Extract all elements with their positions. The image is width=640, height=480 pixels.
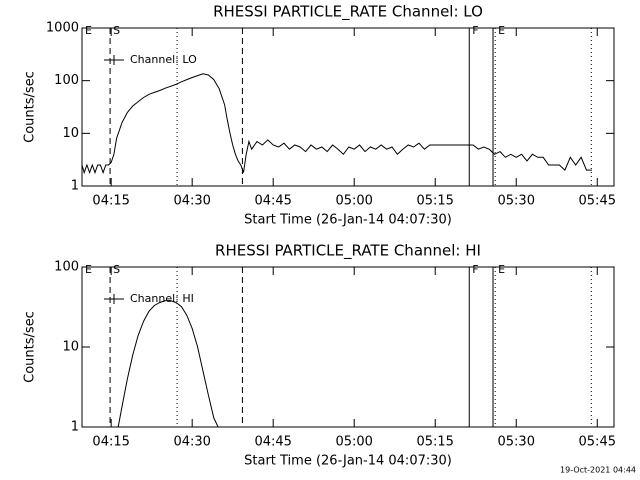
y-tick-label: 10	[62, 340, 79, 355]
y-axis-label: Counts/sec	[23, 71, 38, 143]
marker-label: E	[85, 263, 92, 276]
x-tick-label: 05:30	[498, 435, 535, 450]
x-tick-label: 05:00	[335, 194, 372, 209]
marker-label: S	[113, 24, 120, 37]
marker-label: F	[472, 263, 478, 276]
x-tick-label: 05:45	[579, 435, 616, 450]
y-tick-label: 1	[71, 179, 79, 194]
x-tick-label: 04:45	[254, 435, 291, 450]
plot-frame	[81, 27, 615, 187]
x-tick-label: 05:30	[498, 194, 535, 209]
y-tick-label: 100	[54, 73, 79, 88]
x-tick-label: 04:30	[173, 435, 210, 450]
legend-label: Channel: HI	[130, 292, 194, 305]
marker-label: S	[113, 263, 120, 276]
x-tick-label: 05:15	[416, 194, 453, 209]
marker-label: E	[498, 24, 505, 37]
marker-label: E	[498, 263, 505, 276]
y-tick-label: 10	[62, 126, 79, 141]
x-tick-label: 04:15	[92, 435, 129, 450]
marker-label: E	[85, 24, 92, 37]
x-axis-label: Start Time (26-Jan-14 04:07:30)	[244, 213, 452, 228]
y-tick-label: 1000	[46, 21, 79, 36]
plot-frame	[81, 266, 615, 428]
data-line	[81, 73, 592, 175]
chart-title: RHESSI PARTICLE_RATE Channel: LO	[213, 3, 483, 22]
x-tick-label: 05:00	[335, 435, 372, 450]
marker-label: F	[472, 24, 478, 37]
y-axis-label: Counts/sec	[23, 311, 38, 383]
x-tick-label: 04:15	[92, 194, 129, 209]
x-tick-label: 05:45	[579, 194, 616, 209]
y-tick-label: 100	[54, 260, 79, 275]
chart-title: RHESSI PARTICLE_RATE Channel: HI	[215, 242, 481, 261]
x-tick-label: 04:30	[173, 194, 210, 209]
x-tick-label: 04:45	[254, 194, 291, 209]
data-line	[117, 300, 219, 428]
y-tick-label: 1	[71, 420, 79, 435]
x-axis-label: Start Time (26-Jan-14 04:07:30)	[244, 454, 452, 469]
timestamp: 19-Oct-2021 04:44	[560, 466, 636, 475]
x-tick-label: 05:15	[416, 435, 453, 450]
legend-label: Channel: LO	[130, 53, 197, 66]
